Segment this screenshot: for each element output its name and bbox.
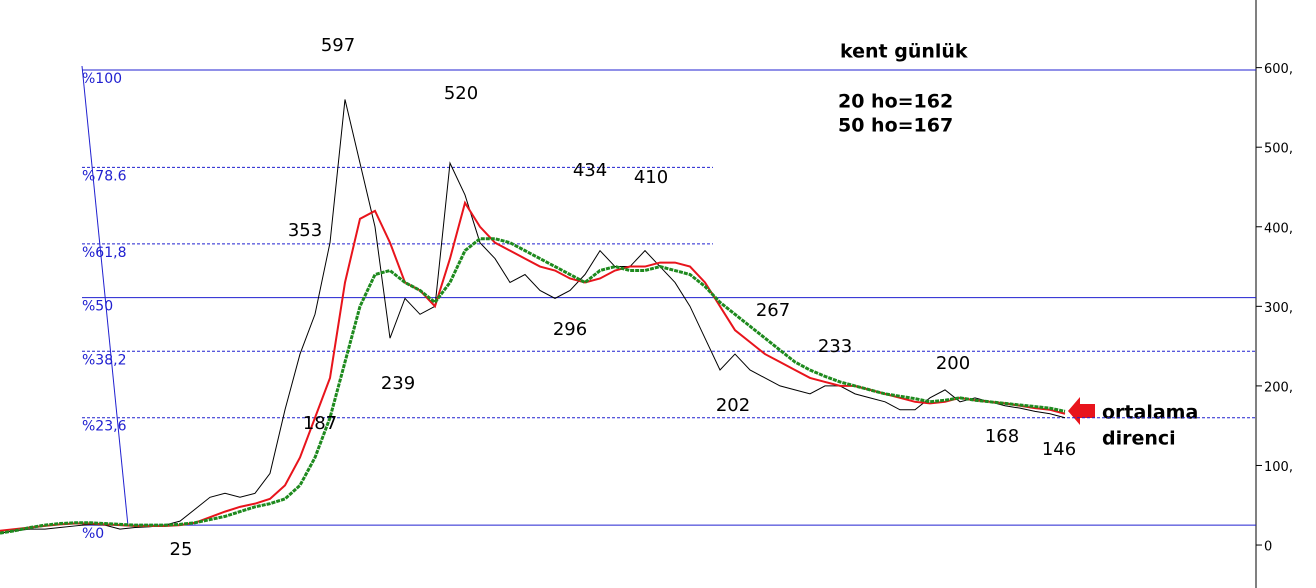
- fib-label: %0: [82, 526, 104, 542]
- y-tick-label: 0: [1264, 540, 1272, 555]
- fib-label: %61,8: [82, 245, 126, 261]
- price-annotation: 520: [444, 83, 478, 104]
- y-tick-label: 100,: [1264, 460, 1293, 475]
- price-annotation: 202: [716, 395, 750, 416]
- price-annotation: 296: [553, 319, 587, 340]
- price-annotation: 233: [818, 336, 852, 357]
- y-tick-label: 500,: [1264, 142, 1293, 157]
- series-line: [0, 99, 1066, 534]
- subtitle: 20 ho=162: [838, 91, 953, 113]
- y-tick-label: 600,: [1264, 62, 1293, 77]
- note: ortalama: [1102, 402, 1198, 424]
- price-annotation: 267: [756, 300, 790, 321]
- price-annotation: 25: [170, 539, 193, 560]
- price-annotation: 187: [303, 413, 337, 434]
- arrow: [1068, 397, 1095, 425]
- price-annotation: 239: [381, 373, 415, 394]
- series-line: [0, 200, 1066, 532]
- chart-title: kent günlük: [840, 41, 968, 63]
- fib-label: %50: [82, 299, 113, 315]
- price-annotation: 410: [634, 167, 668, 188]
- price-annotation: 168: [985, 426, 1019, 447]
- subtitle: 50 ho=167: [838, 115, 953, 137]
- fib-diagonal: [81, 65, 129, 527]
- fib-label: %78.6: [82, 168, 127, 184]
- fib-label: %23,6: [82, 419, 127, 435]
- price-annotation: 434: [573, 160, 607, 181]
- price-annotation: 597: [321, 35, 355, 56]
- fib-label: %100: [82, 71, 122, 87]
- price-annotation: 353: [288, 220, 322, 241]
- series-line: [0, 237, 1066, 535]
- y-tick-label: 200,: [1264, 380, 1293, 395]
- y-tick-label: 400,: [1264, 221, 1293, 236]
- note: direnci: [1102, 428, 1176, 450]
- price-annotation: 200: [936, 353, 970, 374]
- price-annotation: 146: [1042, 439, 1076, 460]
- y-tick-label: 300,: [1264, 301, 1293, 316]
- fib-label: %38,2: [82, 352, 126, 368]
